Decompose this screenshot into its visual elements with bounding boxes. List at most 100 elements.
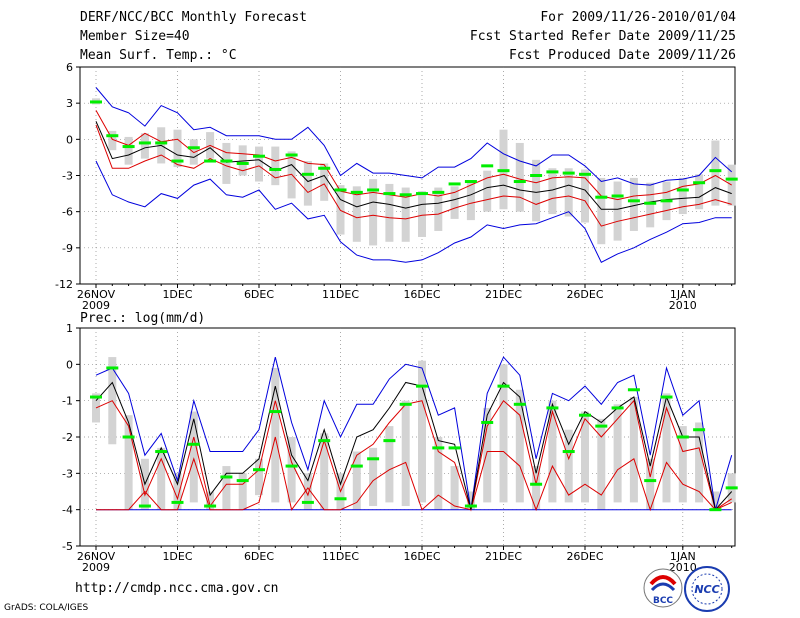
precipitation-mean-mark [530, 482, 543, 486]
forecast-period: For 2009/11/26-2010/01/04 [540, 10, 736, 25]
precipitation-ytick-label: -4 [62, 504, 73, 517]
precipitation-box [352, 451, 361, 510]
chart-title: DERF/NCC/BCC Monthly Forecast [80, 10, 307, 25]
temperature-xtick-label: 26NOV [77, 288, 116, 301]
precipitation-mean-mark [611, 406, 624, 410]
precipitation-xtick-label: 11DEC [322, 550, 359, 563]
precipitation-mean-mark [579, 413, 591, 417]
precipitation-xtick-label: 16DEC [403, 550, 440, 563]
bcc-logo-arc-blue [650, 582, 676, 592]
temperature-xtick-label: 6DEC [244, 288, 274, 301]
temperature-spread-lower [95, 124, 732, 227]
temperature-box [124, 136, 133, 165]
precipitation-box [499, 364, 508, 503]
precipitation-box [466, 491, 475, 510]
precipitation-mean-mark [171, 500, 184, 504]
bcc-logo-ring [643, 568, 683, 608]
temperature-box [727, 164, 736, 206]
precipitation-xtick-label: 21DEC [485, 550, 522, 563]
precipitation-ytick-label: 0 [66, 358, 73, 371]
precipitation-box [385, 426, 394, 503]
temperature-mean-mark [171, 159, 184, 163]
temperature-mean-mark [138, 141, 151, 145]
precipitation-xtick-label: 26NOV [77, 550, 116, 563]
precipitation-box [613, 404, 622, 503]
precipitation-mean-mark [220, 475, 233, 479]
temperature-mean-mark [595, 195, 608, 199]
precipitation-mean-mark [367, 457, 380, 461]
temperature-box [613, 181, 622, 241]
temperature-box [303, 161, 312, 206]
temperature-ytick-label: -3 [62, 170, 73, 183]
precipitation-mean-mark [285, 464, 298, 468]
temperature-box [173, 129, 182, 168]
temperature-box [222, 142, 231, 184]
temperature-mean-mark [497, 169, 510, 173]
temperature-box [646, 182, 655, 228]
bcc-logo: BCC [643, 568, 683, 608]
bcc-logo-arc [649, 575, 677, 586]
temperature-box [320, 163, 329, 201]
precipitation-mean-mark [693, 428, 706, 432]
precipitation-mean-mark [138, 504, 151, 508]
precipitation-box [711, 491, 720, 510]
temperature-envelope-max [95, 87, 733, 186]
precipitation-mean-mark [383, 439, 396, 443]
precipitation-mean-mark [155, 450, 168, 454]
precipitation-mean-mark [399, 402, 412, 406]
temperature-mean-mark [627, 199, 640, 203]
logos: BCC NCC [643, 566, 730, 612]
ncc-logo-text: NCC [694, 583, 719, 596]
ncc-logo-ring [684, 566, 730, 612]
temperature-mean-mark [367, 188, 380, 192]
bcc-logo-text: BCC [653, 596, 673, 606]
header-left: DERF/NCC/BCC Monthly Forecast Member Siz… [80, 8, 307, 65]
precipitation-median-line [95, 381, 733, 511]
temperature-mean-mark [432, 190, 445, 194]
precipitation-mean-mark [432, 446, 445, 450]
temperature-box [385, 183, 394, 242]
temperature-mean-mark [236, 161, 249, 165]
temperature-box [238, 145, 247, 176]
precipitation-xtick-label: 1DEC [162, 550, 192, 563]
precipitation-box [124, 415, 133, 510]
temperature-box [695, 174, 704, 210]
precipitation-box [271, 367, 280, 503]
precipitation-box [450, 466, 459, 510]
temperature-mean-mark [285, 153, 298, 157]
temperature-box [515, 142, 524, 212]
source-url: http://cmdp.ncc.cma.gov.cn [75, 581, 279, 596]
precipitation-mean-mark [269, 410, 282, 414]
temperature-box [434, 187, 443, 231]
precipitation-box [401, 400, 410, 507]
temperature-mean-mark [562, 171, 575, 175]
temperature-mean-mark [350, 190, 363, 194]
variable-name: Mean Surf. Temp.: °C [80, 48, 237, 63]
temperature-box [140, 133, 149, 159]
temperature-ytick-label: -12 [55, 278, 73, 291]
temperature-xtick-label: 16DEC [403, 288, 440, 301]
precipitation-box [287, 437, 296, 503]
precipitation-box [222, 466, 231, 510]
precipitation-mean-mark [187, 442, 200, 446]
temperature-mean-mark [334, 188, 347, 192]
temperature-mean-mark [611, 194, 624, 198]
temperature-mean-mark [725, 177, 738, 181]
precipitation-mean-mark [236, 479, 249, 483]
precipitation-ytick-label: -1 [62, 395, 73, 408]
ncc-logo-inner [691, 573, 723, 605]
precipitation-mean-mark [122, 435, 135, 439]
precipitation-box [548, 400, 557, 503]
precipitation-box [320, 433, 329, 510]
precipitation-mean-mark [513, 402, 526, 406]
temperature-mean-mark [399, 193, 412, 197]
precipitation-spread-lower [96, 436, 732, 512]
temperature-box [711, 140, 720, 206]
precipitation-ytick-label: 1 [66, 322, 73, 335]
precipitation-mean-mark [627, 388, 640, 392]
temperature-box [450, 186, 459, 219]
precipitation-box [255, 458, 263, 496]
precipitation-box [597, 418, 606, 510]
temperature-box [597, 177, 606, 245]
